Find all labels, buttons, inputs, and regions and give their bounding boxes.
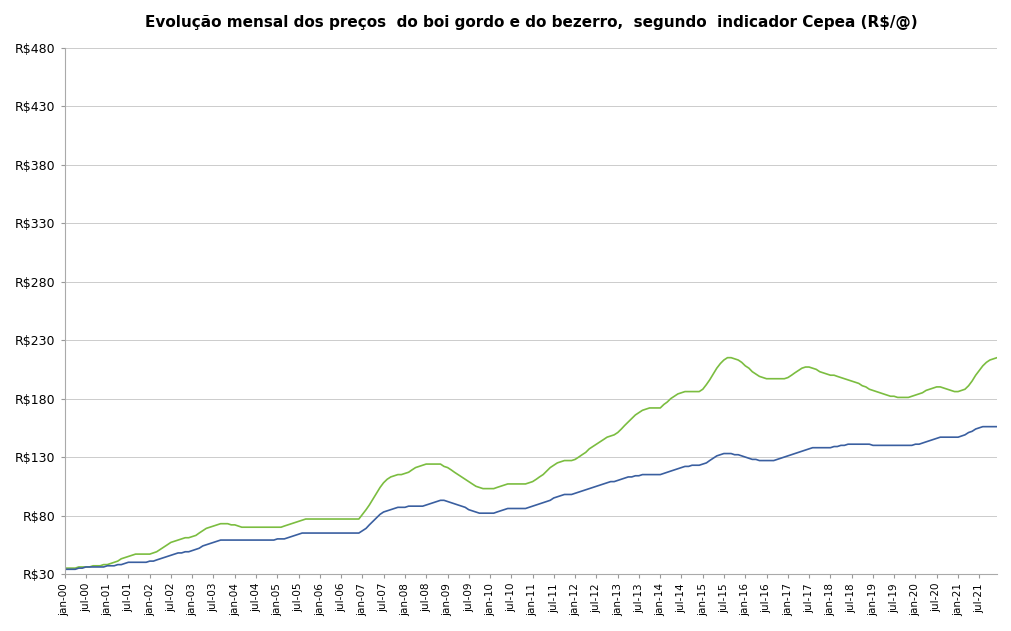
Title: Evolução mensal dos preços  do boi gordo e do bezerro,  segundo  indicador Cepea: Evolução mensal dos preços do boi gordo … <box>145 15 916 30</box>
